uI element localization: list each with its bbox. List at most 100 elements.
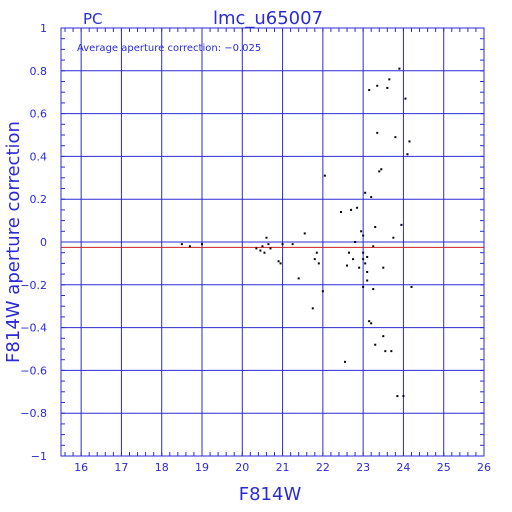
y-tick-label: 0.8 [30,65,48,78]
y-tick-labels: −1 −0.8 −0.6 −0.4 −0.2 0 0.2 0.4 0.6 0.8 1 [20,22,47,463]
data-point [291,243,294,246]
data-point [311,307,314,310]
data-point [358,266,361,269]
x-tick-label: 18 [155,461,169,474]
data-point [382,266,385,269]
reference-lines [61,241,484,248]
data-point [317,262,320,265]
y-tick-label: −0.8 [20,407,47,420]
y-tick-label: −1 [31,450,47,463]
data-point [261,245,264,248]
data-point [372,288,375,291]
data-point [378,170,381,173]
x-tick-labels: 16 17 18 19 20 21 22 23 24 25 26 [74,461,491,474]
data-point [386,86,389,89]
data-point [408,140,411,143]
grid [61,28,484,456]
data-point [350,208,353,211]
data-point [180,243,183,246]
data-point [263,251,266,254]
data-point [376,84,379,87]
y-tick-label: 0.4 [30,150,48,163]
data-point [390,350,393,353]
data-point [362,234,365,237]
chart-subtitle: PC [83,10,103,28]
data-point [339,211,342,214]
data-point [394,136,397,139]
data-point [269,247,272,250]
data-point [356,206,359,209]
minor-ticks [61,27,485,457]
data-point [388,78,391,81]
y-tick-label: 0.6 [30,108,48,121]
data-point [406,153,409,156]
data-point [362,251,365,254]
y-tick-label: −0.6 [20,364,47,377]
x-tick-label: 22 [316,461,330,474]
chart-title: lmc_u65007 [213,8,323,29]
data-points [180,67,413,398]
x-tick-label: 20 [235,461,249,474]
data-point [265,236,268,239]
x-tick-label: 23 [356,461,370,474]
data-point [400,223,403,226]
data-point [372,245,375,248]
data-point [315,251,318,254]
x-tick-label: 26 [477,461,491,474]
x-tick-label: 16 [74,461,88,474]
data-point [362,285,365,288]
x-tick-label: 17 [114,461,128,474]
data-point [201,243,203,246]
data-point [370,196,373,199]
data-point [402,395,405,398]
x-axis-label: F814W [239,484,302,505]
y-tick-label: 0.2 [30,193,48,206]
data-point [364,191,367,194]
data-point [366,270,369,273]
y-axis-label: F814W aperture correction [3,121,24,363]
y-tick-label: −0.4 [20,322,47,335]
data-point [259,249,262,252]
data-point [374,226,377,229]
x-tick-label: 21 [276,461,290,474]
data-point [368,320,371,323]
data-point [366,255,369,258]
x-tick-label: 19 [195,461,209,474]
data-point [370,322,373,325]
data-point [348,251,351,254]
data-point [364,262,367,265]
data-point [281,243,284,246]
data-point [313,258,316,261]
data-point [376,131,379,134]
data-point [362,258,365,261]
data-point [382,335,385,338]
x-tick-label: 24 [396,461,410,474]
data-point [384,350,387,353]
data-point [255,247,258,250]
data-point [279,262,282,265]
data-point [188,245,191,248]
data-point [410,285,413,288]
data-point [366,279,369,282]
data-point [380,168,383,171]
x-tick-label: 25 [437,461,451,474]
data-point [277,260,280,263]
data-point [392,236,395,239]
data-point [346,264,349,267]
data-point [352,258,355,261]
average-annotation: Average aperture correction: −0.025 [77,43,261,54]
data-point [267,243,270,246]
y-tick-label: 1 [40,22,47,35]
data-point [368,89,371,92]
y-tick-label: −0.2 [20,279,47,292]
data-point [354,241,357,243]
data-point [297,277,300,280]
data-point [398,67,401,70]
data-point [404,97,407,100]
data-point [323,174,326,177]
data-point [321,290,324,293]
data-point [360,230,363,233]
y-tick-label: 0 [40,236,47,249]
data-point [396,395,399,398]
data-point [374,343,377,346]
